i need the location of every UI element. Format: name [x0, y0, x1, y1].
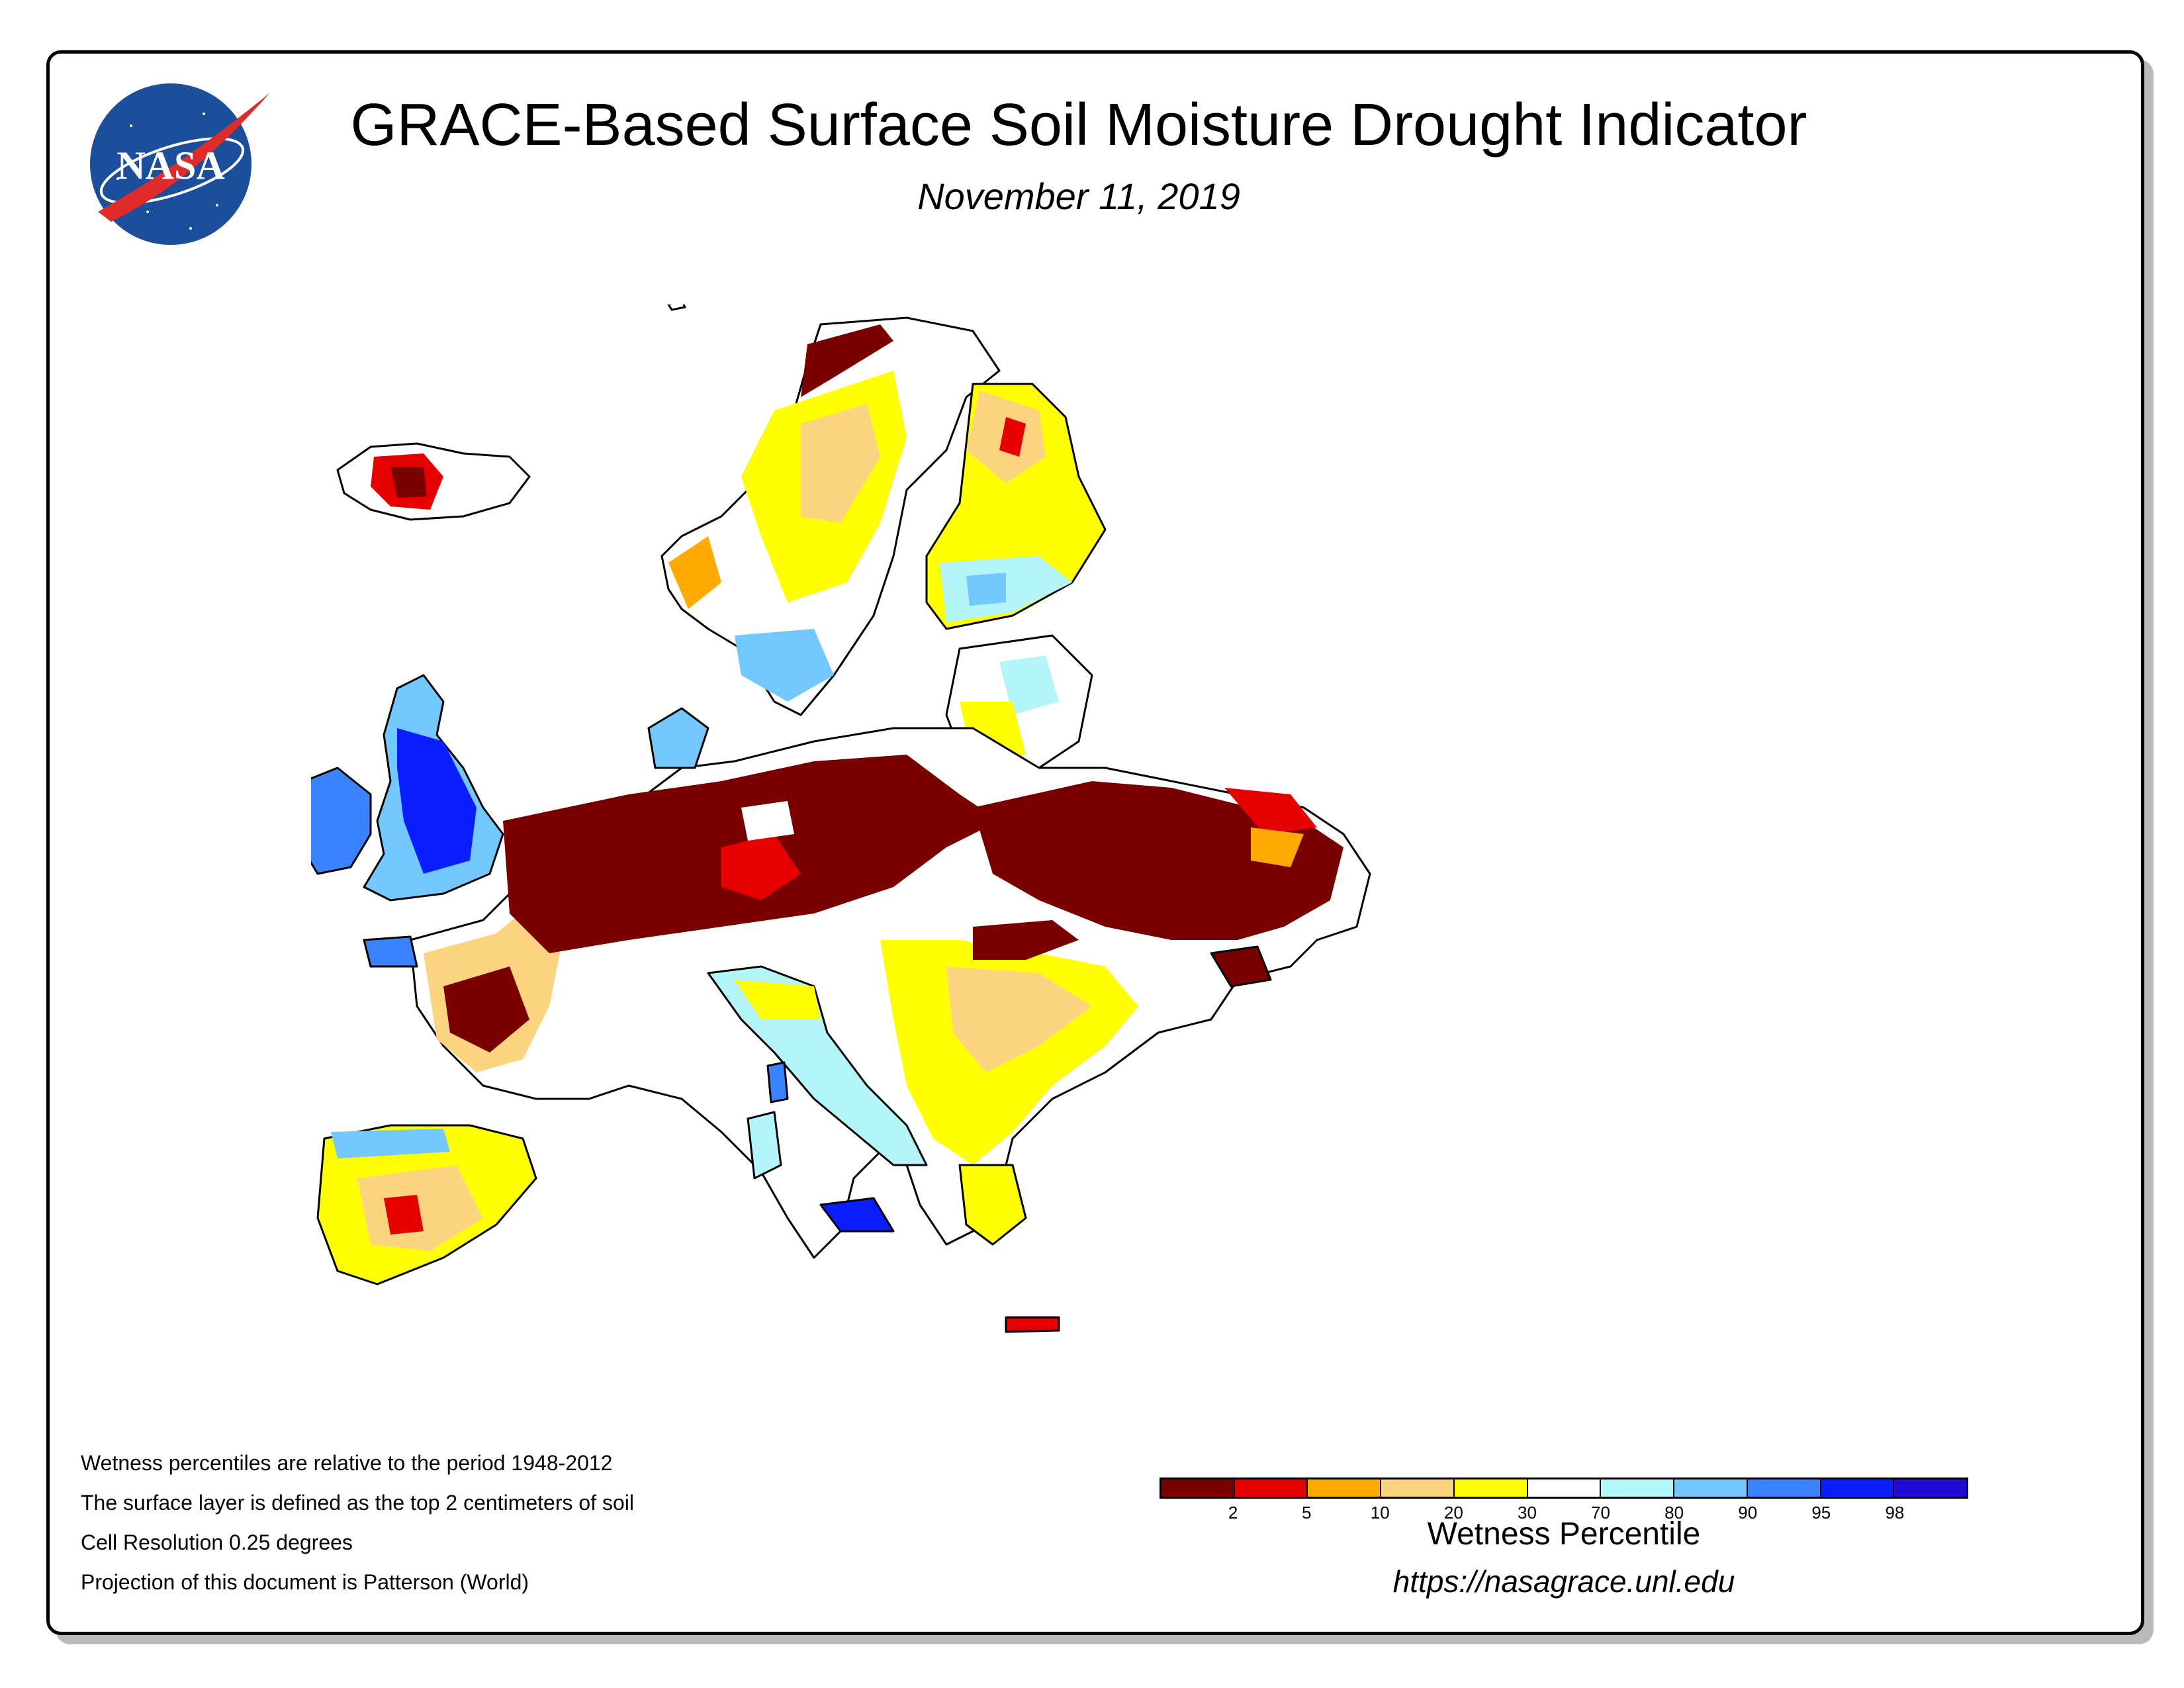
legend-tick-label: 30	[1517, 1503, 1537, 1523]
france-very-dry	[443, 966, 529, 1053]
legend-colorbar	[1160, 1477, 1968, 1499]
greece	[958, 1164, 1027, 1246]
legend-tick-label: 70	[1591, 1503, 1610, 1523]
central-white-patch	[741, 801, 794, 841]
sicily	[819, 1197, 895, 1233]
legend-tick-label: 95	[1811, 1503, 1831, 1523]
legend-title: Wetness Percentile	[1427, 1517, 1701, 1552]
central-dry	[721, 834, 801, 900]
legend-swatch	[1601, 1479, 1675, 1497]
legend-tick-label: 2	[1228, 1503, 1238, 1523]
norway-coast-dry	[801, 324, 893, 397]
brittany-wet	[363, 935, 418, 968]
svalbard-bits	[667, 305, 686, 311]
legend-tick-label: 90	[1738, 1503, 1758, 1523]
balkans-mild	[946, 966, 1092, 1072]
italy-abnormal	[735, 980, 821, 1019]
map-notes: Wetness percentiles are relative to the …	[81, 1443, 634, 1602]
legend-swatch	[1308, 1479, 1382, 1497]
iberia-north-wet	[331, 1129, 450, 1158]
gb-extreme-wet	[397, 728, 477, 874]
finland-very-wet	[966, 573, 1006, 606]
sweden-mild	[801, 404, 880, 523]
sardinia	[747, 1111, 782, 1180]
legend-swatch	[1894, 1479, 1967, 1497]
legend-tick-label: 98	[1885, 1503, 1905, 1523]
nasa-logo-text: NASA	[116, 144, 224, 187]
legend-swatch	[1454, 1479, 1528, 1497]
nasa-logo: NASA	[90, 83, 270, 245]
source-url[interactable]: https://nasagrace.unl.edu	[1392, 1564, 1735, 1599]
legend-swatch	[1234, 1479, 1308, 1497]
iberia-mild	[357, 1165, 483, 1251]
finland-dry	[999, 417, 1026, 457]
legend-swatch	[1821, 1479, 1895, 1497]
ukraine-dry	[1224, 788, 1317, 834]
legend-tick-label: 5	[1301, 1503, 1312, 1523]
ireland	[311, 767, 372, 875]
baltics-wet	[999, 655, 1059, 715]
legend: 2 5 10 20 30 70 80 90 95 98	[1160, 1477, 1968, 1528]
legend-swatch	[1747, 1479, 1821, 1497]
europe-drought-map	[311, 305, 1371, 1333]
legend-swatch	[1381, 1479, 1455, 1497]
sweden-wet	[735, 629, 834, 702]
legend-swatch	[1527, 1479, 1602, 1497]
iberia-dry	[384, 1195, 424, 1235]
note-surface-layer: The surface layer is defined as the top …	[81, 1491, 634, 1515]
legend-swatch	[1674, 1479, 1748, 1497]
map-date: November 11, 2019	[917, 175, 1240, 217]
note-resolution: Cell Resolution 0.25 degrees	[81, 1530, 353, 1554]
crimea-dry	[1210, 945, 1272, 988]
ukraine-moderate	[1251, 827, 1304, 867]
map-title: GRACE-Based Surface Soil Moisture Drough…	[350, 92, 1807, 158]
legend-tick-label: 10	[1370, 1503, 1390, 1523]
legend-tick-label: 20	[1443, 1503, 1463, 1523]
legend-tick-label: 80	[1664, 1503, 1684, 1523]
iceland-very-dry	[390, 467, 427, 498]
ukraine-very-dry	[973, 781, 1343, 940]
crete	[1005, 1316, 1060, 1333]
norway-coast-mild	[668, 536, 721, 609]
denmark	[647, 707, 709, 769]
legend-ticks: 2 5 10 20 30 70 80 90 95 98	[1160, 1499, 1968, 1528]
romania-very-dry	[973, 920, 1079, 960]
corsica	[766, 1061, 789, 1103]
legend-swatch	[1161, 1479, 1235, 1497]
note-period: Wetness percentiles are relative to the …	[81, 1451, 613, 1475]
note-projection: Projection of this document is Patterson…	[81, 1570, 529, 1594]
